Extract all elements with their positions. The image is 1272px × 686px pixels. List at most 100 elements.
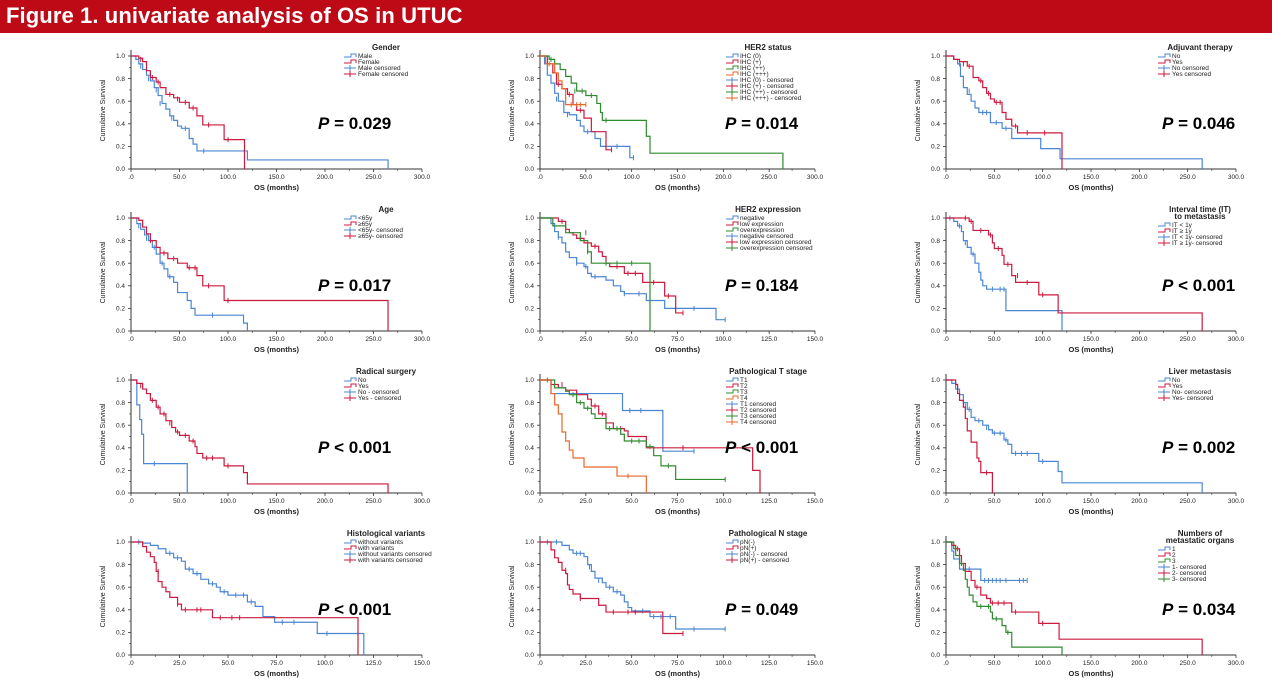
legend-label: T4 (740, 395, 748, 402)
x-axis-title: OS (months) (655, 345, 700, 354)
x-tick-label: 200.0 (1131, 336, 1148, 343)
y-tick-label: 0.4 (525, 445, 534, 452)
x-tick-label: 100.0 (715, 498, 732, 505)
legend-title: to metastasis (1174, 212, 1226, 221)
legend-item: T3 censored (726, 413, 777, 420)
p-text: < 0.001 (736, 438, 798, 457)
p-value: P = 0.002 (1162, 438, 1235, 457)
km-chart-her2-expression: 0.0 0.2 0.4 0.6 0.8 1.0 .0 25.0 50.0 75.0 100.0 125… (509, 205, 824, 354)
y-tick-label: 1.0 (116, 215, 125, 222)
km-curve-female (131, 55, 246, 169)
legend-item: overexpression censored (726, 245, 813, 252)
legend-item: IT ≥ 1y (1158, 228, 1192, 235)
legend-label: T4 censored (740, 419, 777, 426)
x-tick-label: .0 (128, 174, 134, 181)
legend-item: Yes (344, 383, 369, 390)
km-panel-liver-metastasis: 0.0 0.2 0.4 0.6 0.8 1.0 .0 50.0 100.0 150.0 200.0 2… (900, 364, 1272, 524)
x-tick-label: 250.0 (365, 336, 382, 343)
x-tick-label: 25.0 (580, 660, 593, 667)
legend-line-icon (726, 545, 739, 550)
y-tick-label: 0.8 (525, 76, 534, 83)
km-curve-no (131, 379, 188, 493)
legend-item: ≥65y (344, 221, 373, 228)
legend-item: T4 censored (726, 419, 777, 426)
legend-label: ≥65y (358, 221, 373, 228)
y-tick-label: 0.2 (525, 630, 534, 637)
y-tick-label: 0.8 (931, 76, 940, 83)
km-curve-with-variants (131, 541, 359, 655)
y-tick-label: 0.8 (116, 562, 125, 569)
x-tick-label: 250.0 (761, 174, 778, 181)
p-value: P < 0.001 (318, 438, 391, 457)
legend-item: T3 (726, 389, 748, 396)
legend-label: Yes (358, 383, 369, 390)
legend-title: Radical surgery (356, 367, 417, 376)
x-tick-label: 100.0 (1035, 498, 1052, 505)
legend-label: IHC (+++) - censored (740, 95, 802, 102)
km-curve-2 (946, 541, 1203, 655)
x-tick-label: 75.0 (671, 336, 684, 343)
p-value: P = 0.014 (725, 114, 799, 133)
legend-label: <65y (358, 215, 373, 222)
x-tick-label: 200.0 (715, 174, 732, 181)
km-curve-yes (946, 379, 993, 493)
x-tick-label: 50.0 (580, 174, 593, 181)
km-panel-metastatic-organs: 0.0 0.2 0.4 0.6 0.8 1.0 .0 50.0 100.0 150.0 200.0 2… (900, 526, 1272, 686)
x-tick-label: 50.0 (222, 660, 235, 667)
x-tick-label: 300.0 (414, 498, 431, 505)
p-value: P < 0.001 (1162, 276, 1235, 295)
legend-item: No (1158, 377, 1181, 384)
legend-item: low expression censored (726, 239, 812, 246)
x-axis-title: OS (months) (1069, 507, 1114, 516)
legend-label: No censored (1172, 65, 1209, 72)
x-tick-label: 100.0 (1035, 336, 1052, 343)
y-tick-label: 0.8 (525, 238, 534, 245)
y-tick-label: 0.0 (116, 166, 125, 173)
y-tick-label: 0.2 (931, 144, 940, 151)
km-chart-interval-time: 0.0 0.2 0.4 0.6 0.8 1.0 .0 50.0 100.0 150.0 200.0 2… (915, 205, 1245, 354)
x-tick-label: 300.0 (1228, 336, 1245, 343)
legend-title: Adjuvant therapy (1167, 43, 1233, 52)
km-panel-her2-status: 0.0 0.2 0.4 0.6 0.8 1.0 .0 50.0 100.0 150.0 200.0 2… (500, 40, 872, 200)
y-tick-label: 0.0 (931, 652, 940, 659)
x-tick-label: 50.0 (173, 174, 186, 181)
km-panel-adjuvant-therapy: 0.0 0.2 0.4 0.6 0.8 1.0 .0 50.0 100.0 150.0 200.0 2… (900, 40, 1272, 200)
y-tick-label: 0.4 (116, 283, 125, 290)
p-text: = 0.184 (736, 276, 798, 295)
x-tick-label: 250.0 (1180, 336, 1197, 343)
x-axis-title: OS (months) (1069, 669, 1114, 678)
km-panel-pathological-n-stage: 0.0 0.2 0.4 0.6 0.8 1.0 .0 25.0 50.0 75.0 100.0 125… (500, 526, 872, 686)
p-symbol: P (318, 600, 330, 619)
legend-line-icon (726, 377, 739, 382)
legend-item: Female censored (344, 71, 409, 78)
legend-item: T1 (726, 377, 748, 384)
y-tick-label: 0.4 (525, 121, 534, 128)
km-chart-radical-surgery: 0.0 0.2 0.4 0.6 0.8 1.0 .0 50.0 100.0 150.0 200.0 2… (100, 367, 431, 516)
legend-item: 1 (1158, 546, 1176, 553)
p-symbol: P (725, 276, 737, 295)
y-tick-label: 0.0 (525, 328, 534, 335)
legend-line-icon (1158, 59, 1171, 64)
km-curve-t1 (540, 379, 694, 452)
x-tick-label: 25.0 (580, 498, 593, 505)
legend-label: 3- censored (1172, 576, 1207, 583)
x-tick-label: 150.0 (669, 174, 686, 181)
km-panel-gender: 0.0 0.2 0.4 0.6 0.8 1.0 .0 50.0 100.0 150.0 200.0 2… (90, 40, 462, 200)
x-tick-label: 250.0 (1180, 498, 1197, 505)
legend-label: T2 censored (740, 407, 777, 414)
km-chart-gender: 0.0 0.2 0.4 0.6 0.8 1.0 .0 50.0 100.0 150.0 200.0 2… (100, 43, 431, 192)
legend-label: overexpression censored (740, 245, 813, 252)
legend-line-icon (726, 215, 739, 220)
legend-line-icon (344, 221, 357, 226)
x-tick-label: .0 (128, 498, 134, 505)
legend-item: Male censored (344, 65, 401, 72)
legend-item: pN(+) - censored (726, 557, 789, 564)
figure-title: Figure 1. univariate analysis of OS in U… (6, 3, 463, 28)
legend-title: Pathological T stage (729, 367, 807, 376)
km-curve-ihc-0- (540, 55, 634, 159)
legend-label: ≥65y- censored (358, 233, 403, 240)
legend-label: <65y- censored (358, 227, 403, 234)
p-value: P = 0.034 (1162, 600, 1236, 619)
legend-label: Female censored (358, 71, 409, 78)
p-value: P = 0.017 (318, 276, 391, 295)
